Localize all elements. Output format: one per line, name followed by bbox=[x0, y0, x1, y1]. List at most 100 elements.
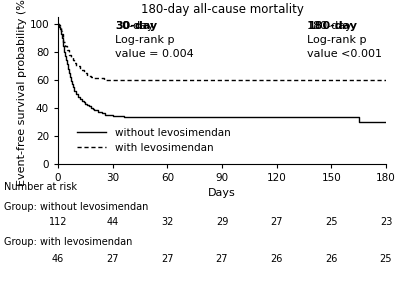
with levosimendan bbox=[274, 78, 279, 81]
Text: 180-day: 180-day bbox=[307, 21, 357, 31]
with levosimendan bbox=[59, 32, 64, 35]
without levosimendan bbox=[66, 67, 70, 70]
Line: without levosimendan: without levosimendan bbox=[58, 24, 386, 122]
without levosimendan bbox=[58, 32, 63, 35]
without levosimendan bbox=[78, 98, 82, 101]
Text: 26: 26 bbox=[270, 254, 283, 264]
without levosimendan bbox=[147, 116, 152, 119]
without levosimendan bbox=[90, 107, 95, 111]
without levosimendan bbox=[83, 102, 88, 105]
with levosimendan bbox=[66, 53, 71, 56]
without levosimendan bbox=[72, 89, 77, 92]
without levosimendan bbox=[138, 116, 142, 119]
with levosimendan bbox=[60, 36, 65, 39]
without levosimendan bbox=[110, 114, 115, 118]
without levosimendan bbox=[274, 116, 279, 119]
Text: 46: 46 bbox=[52, 254, 64, 264]
with levosimendan bbox=[58, 29, 63, 33]
without levosimendan bbox=[61, 45, 66, 48]
Text: 26: 26 bbox=[325, 254, 338, 264]
Text: 30-day
Log-rank p
value = 0.004: 30-day Log-rank p value = 0.004 bbox=[115, 21, 194, 59]
without levosimendan bbox=[68, 80, 73, 83]
with levosimendan bbox=[110, 78, 115, 81]
without levosimendan bbox=[92, 109, 97, 112]
Text: 27: 27 bbox=[106, 254, 119, 264]
without levosimendan bbox=[70, 85, 75, 89]
without levosimendan bbox=[62, 50, 67, 54]
Y-axis label: Event-free survival probability (%): Event-free survival probability (%) bbox=[16, 0, 26, 186]
with levosimendan bbox=[68, 56, 73, 59]
without levosimendan bbox=[79, 99, 84, 102]
Text: 23: 23 bbox=[380, 217, 392, 227]
with levosimendan bbox=[329, 78, 334, 81]
X-axis label: Days: Days bbox=[208, 188, 236, 198]
without levosimendan bbox=[64, 59, 69, 62]
with levosimendan bbox=[72, 61, 77, 65]
without levosimendan bbox=[65, 63, 70, 66]
without levosimendan bbox=[128, 116, 133, 119]
without levosimendan bbox=[58, 28, 62, 31]
without levosimendan bbox=[121, 116, 126, 119]
without levosimendan bbox=[60, 40, 65, 44]
without levosimendan bbox=[103, 113, 108, 116]
Text: 25: 25 bbox=[380, 254, 392, 264]
Text: 29: 29 bbox=[216, 217, 228, 227]
Legend: without levosimendan, with levosimendan: without levosimendan, with levosimendan bbox=[73, 123, 235, 157]
without levosimendan bbox=[68, 75, 72, 79]
without levosimendan bbox=[63, 54, 68, 58]
without levosimendan bbox=[347, 116, 352, 119]
Text: 27: 27 bbox=[270, 217, 283, 227]
Text: 44: 44 bbox=[106, 217, 119, 227]
with levosimendan bbox=[81, 71, 86, 74]
with levosimendan bbox=[384, 78, 388, 81]
without levosimendan bbox=[59, 36, 64, 39]
Line: with levosimendan: with levosimendan bbox=[58, 24, 386, 80]
Text: Group: without levosimendan: Group: without levosimendan bbox=[4, 202, 148, 212]
with levosimendan bbox=[56, 24, 61, 27]
with levosimendan bbox=[92, 77, 97, 80]
with levosimendan bbox=[78, 68, 82, 72]
without levosimendan bbox=[86, 105, 91, 108]
Text: 25: 25 bbox=[325, 217, 338, 227]
with levosimendan bbox=[70, 59, 75, 62]
without levosimendan bbox=[220, 116, 224, 119]
without levosimendan bbox=[384, 120, 388, 123]
with levosimendan bbox=[63, 45, 68, 48]
without levosimendan bbox=[94, 109, 99, 112]
without levosimendan bbox=[56, 22, 60, 26]
without levosimendan bbox=[165, 116, 170, 119]
with levosimendan bbox=[65, 49, 70, 52]
without levosimendan bbox=[156, 116, 161, 119]
without levosimendan bbox=[74, 92, 79, 95]
with levosimendan bbox=[88, 75, 93, 79]
without levosimendan bbox=[56, 25, 61, 28]
without levosimendan bbox=[69, 82, 74, 86]
without levosimendan bbox=[66, 71, 71, 74]
without levosimendan bbox=[85, 103, 90, 107]
with levosimendan bbox=[101, 78, 106, 81]
without levosimendan bbox=[88, 106, 93, 109]
with levosimendan bbox=[61, 40, 66, 44]
with levosimendan bbox=[220, 78, 224, 81]
Text: 180-day
Log-rank p
value <0.001: 180-day Log-rank p value <0.001 bbox=[307, 21, 382, 59]
without levosimendan bbox=[329, 116, 334, 119]
Title: 180-day all-cause mortality: 180-day all-cause mortality bbox=[140, 3, 304, 16]
Text: Number at risk: Number at risk bbox=[4, 182, 77, 192]
Text: 30-day: 30-day bbox=[115, 21, 158, 31]
with levosimendan bbox=[56, 22, 60, 26]
without levosimendan bbox=[76, 95, 80, 98]
without levosimendan bbox=[356, 120, 361, 123]
without levosimendan bbox=[116, 114, 120, 118]
with levosimendan bbox=[165, 78, 170, 81]
Text: Group: with levosimendan: Group: with levosimendan bbox=[4, 237, 132, 247]
with levosimendan bbox=[85, 74, 90, 77]
Text: 27: 27 bbox=[216, 254, 228, 264]
without levosimendan bbox=[96, 110, 100, 114]
with levosimendan bbox=[74, 64, 79, 67]
without levosimendan bbox=[107, 113, 112, 116]
with levosimendan bbox=[58, 27, 62, 30]
without levosimendan bbox=[81, 100, 86, 104]
Text: 32: 32 bbox=[161, 217, 174, 227]
without levosimendan bbox=[99, 112, 104, 115]
Text: 112: 112 bbox=[49, 217, 67, 227]
